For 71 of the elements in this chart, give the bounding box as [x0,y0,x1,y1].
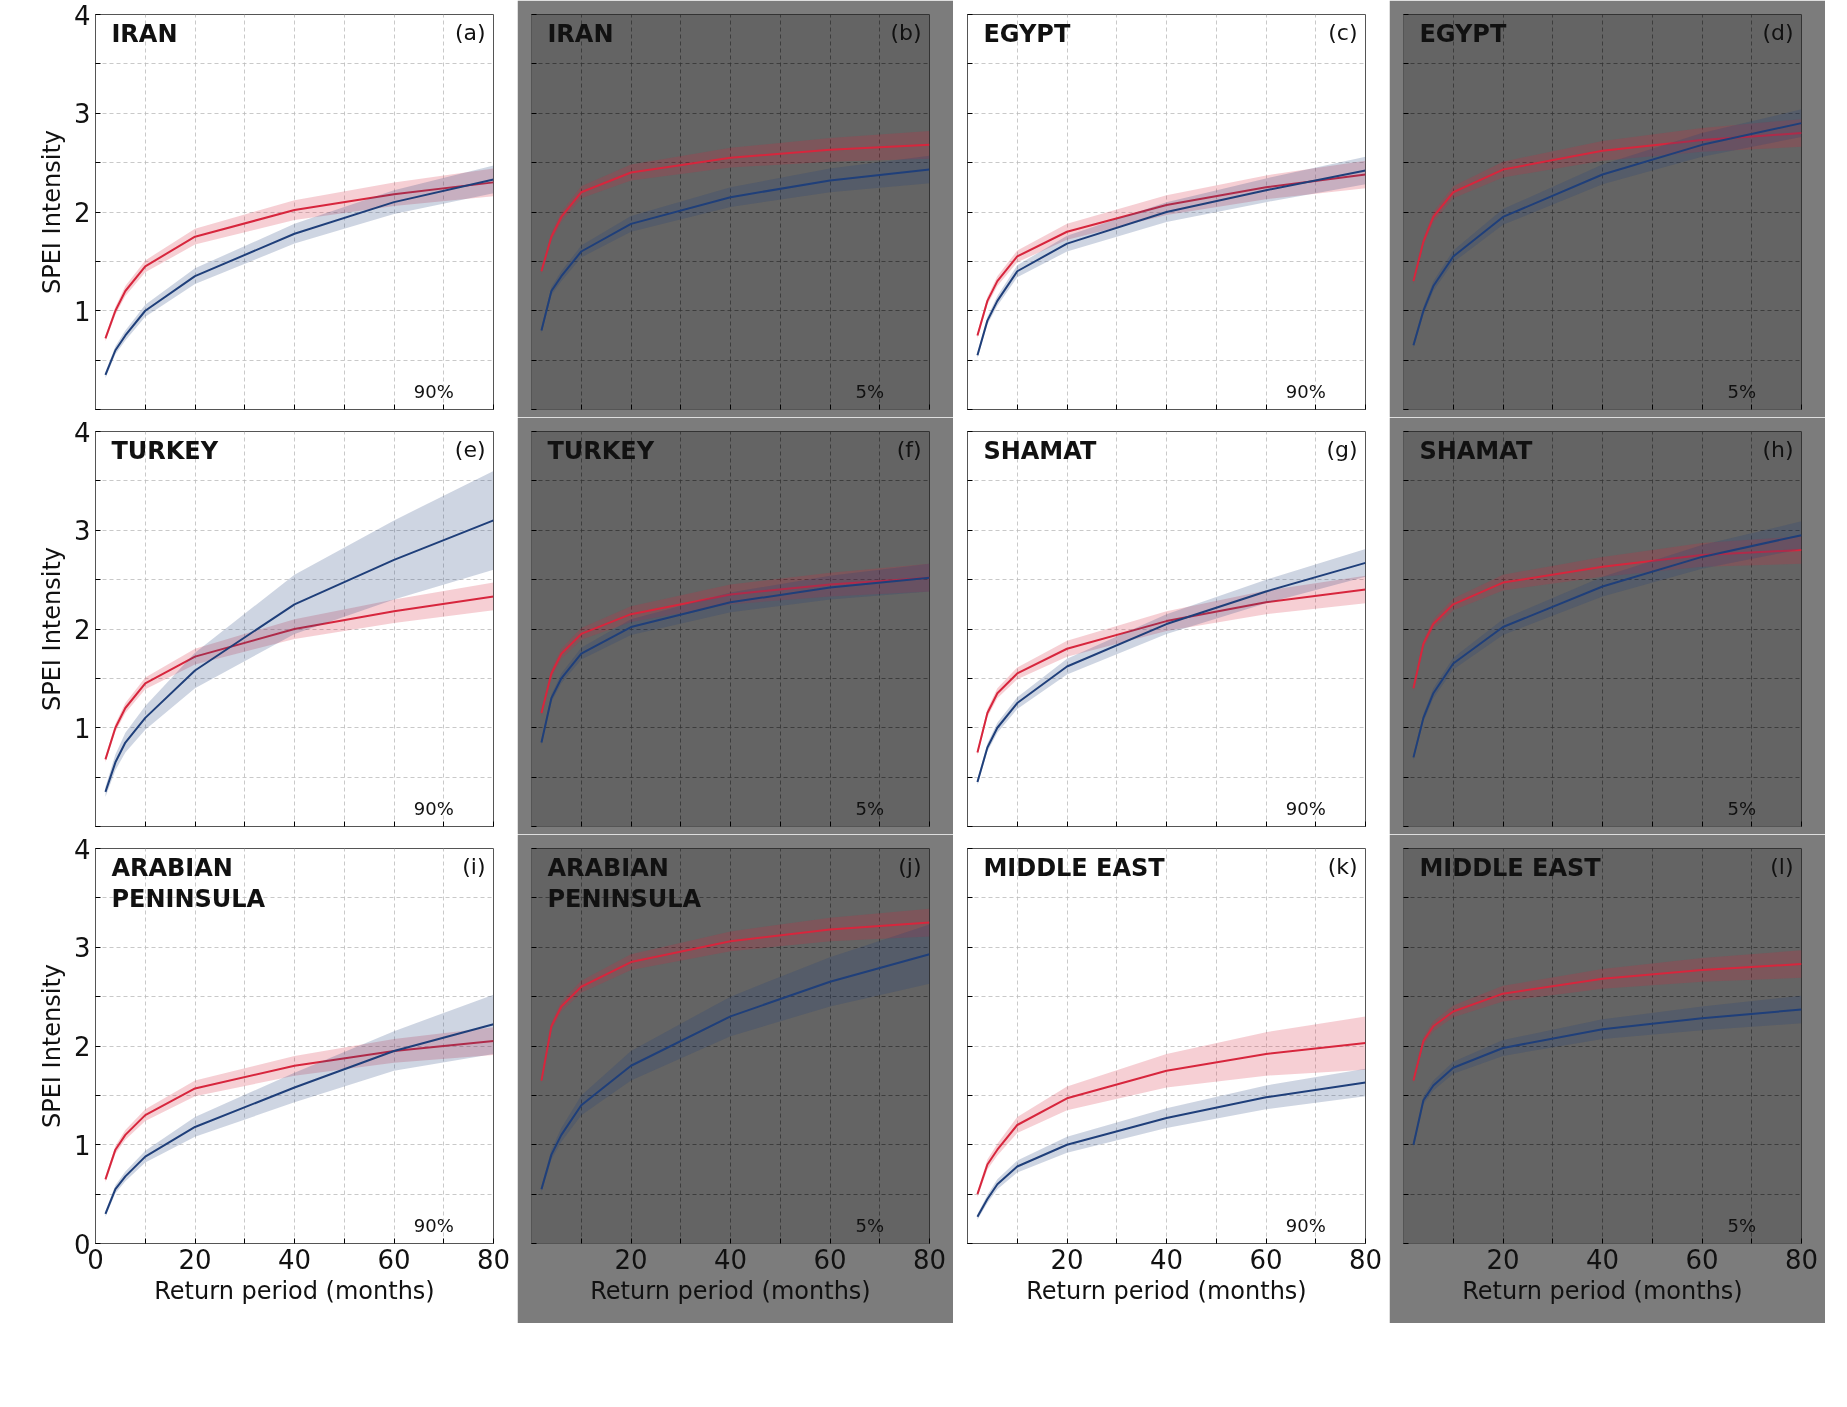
annotation: 90% [413,380,454,402]
x-axis-title: Return period (months) [154,1276,435,1305]
y-tick-label: 1 [73,296,91,327]
annotation: 90% [1285,380,1326,402]
x-tick-label: 20 [614,1244,648,1275]
annotation: (l) [1770,854,1794,880]
annotation: (g) [1326,437,1358,463]
y-tick-label: 3 [73,516,91,547]
y-tick-label: 3 [73,933,91,964]
annotation: (a) [454,20,486,46]
x-tick-label: 40 [1585,1244,1620,1275]
x-axis-title: Return period (months) [1026,1276,1307,1305]
x-tick-label: 20 [178,1244,212,1275]
annotation: (j) [898,854,922,880]
x-tick-label: 80 [1348,1244,1383,1275]
annotation: 5% [855,797,885,819]
y-tick-label: 4 [73,834,91,865]
y-axis-title: SPEI Intensity [37,129,66,295]
annotation: 90% [1285,797,1326,819]
y-tick-label: 2 [73,615,91,645]
annotation: (i) [462,854,486,880]
annotation: (b) [890,20,922,46]
y-tick-label: 3 [73,99,91,130]
annotation: (h) [1762,437,1794,463]
y-tick-label: 1 [73,713,91,744]
chart-title: TURKEY [111,437,219,466]
chart-title: SHAMAT [1419,437,1533,466]
x-tick-label: 60 [1685,1244,1719,1275]
x-tick-label: 40 [713,1244,748,1275]
y-tick-label: 2 [73,1032,91,1062]
x-axis-title: Return period (months) [590,1276,871,1305]
annotation: 5% [855,1214,885,1236]
y-axis-title: SPEI Intensity [37,546,66,712]
text: ARABIAN PENINSULA [547,854,702,914]
annotation: 5% [1727,797,1757,819]
y-tick-label: 4 [73,417,91,448]
text: ARABIAN PENINSULA [111,854,266,914]
chart-title: MIDDLE EAST [983,854,1166,883]
x-tick-label: 60 [1249,1244,1283,1275]
annotation: (k) [1327,854,1358,880]
x-tick-label: 40 [277,1244,312,1275]
x-tick-label: 40 [1149,1244,1184,1275]
y-axis-title: SPEI Intensity [37,963,66,1129]
x-axis-title: Return period (months) [1462,1276,1743,1305]
annotation: 90% [413,797,454,819]
annotation: (c) [1328,20,1358,46]
chart-title: EGYPT [983,20,1071,49]
annotation: 90% [413,1214,454,1236]
annotation: (e) [454,437,486,463]
annotation: 5% [1727,380,1757,402]
x-tick-label: 80 [1784,1244,1819,1275]
x-tick-label: 20 [1050,1244,1084,1275]
x-tick-label: 60 [377,1244,411,1275]
chart-title: MIDDLE EAST [1419,854,1602,883]
x-tick-label: 80 [476,1244,511,1275]
chart-title: IRAN [111,20,178,49]
x-tick-label: 20 [1486,1244,1520,1275]
x-tick-label: 80 [912,1244,947,1275]
chart-title: SHAMAT [983,437,1097,466]
annotation: (f) [896,437,922,463]
chart-title: TURKEY [547,437,655,466]
annotation: (d) [1762,20,1794,46]
chart-title: EGYPT [1419,20,1507,49]
y-tick-label: 1 [73,1130,91,1161]
annotation: 5% [1727,1214,1757,1236]
annotation: 5% [855,380,885,402]
y-tick-label: 4 [73,0,91,31]
x-tick-label: 60 [813,1244,847,1275]
y-tick-label: 2 [73,198,91,228]
chart-title: IRAN [547,20,614,49]
annotation: 90% [1285,1214,1326,1236]
